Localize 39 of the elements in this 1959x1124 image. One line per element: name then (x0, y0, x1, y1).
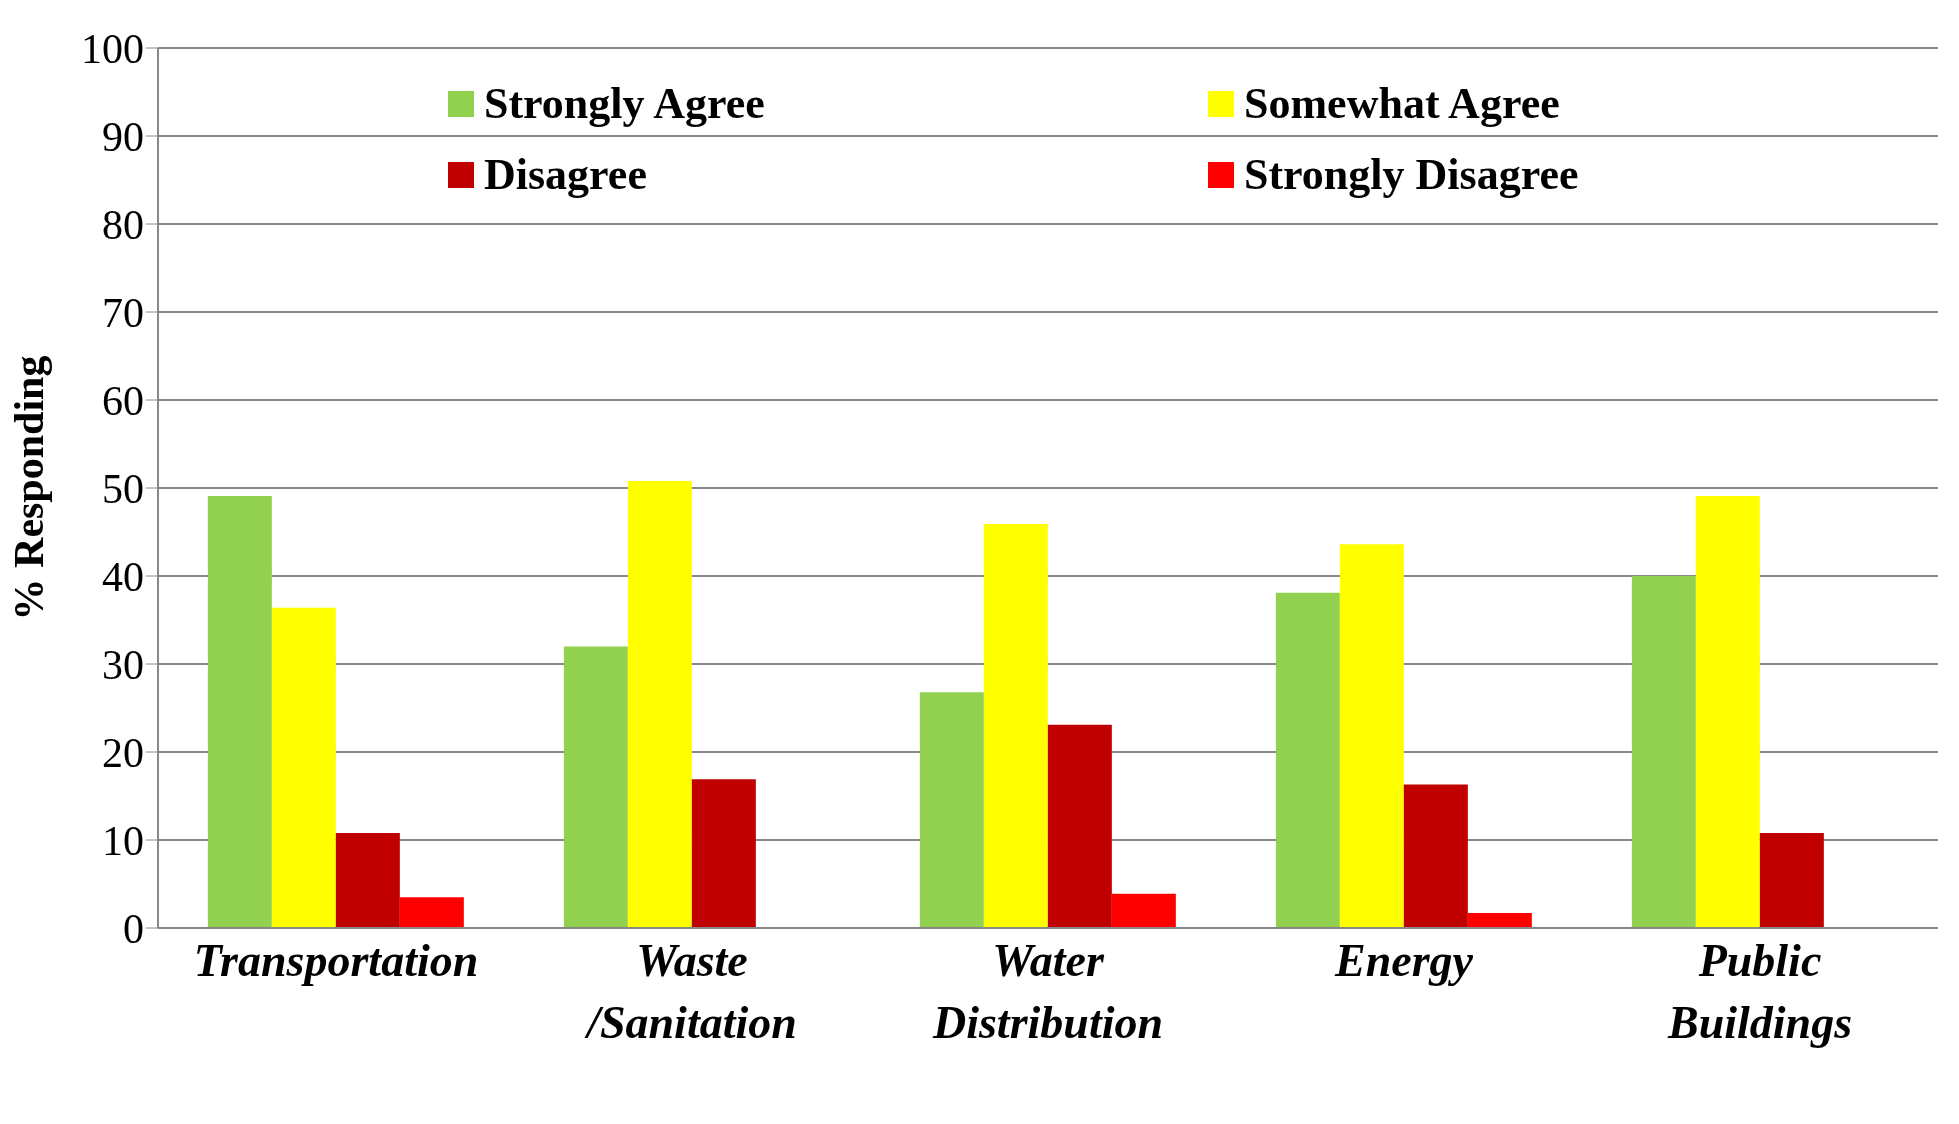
y-tick-label: 90 (102, 113, 144, 160)
x-tick-label: Public Buildings (1666, 935, 1853, 1048)
y-tick-label: 70 (102, 289, 144, 336)
bar (1275, 592, 1340, 928)
bar (271, 607, 336, 928)
y-tick-label: 0 (123, 905, 144, 952)
bar (983, 524, 1048, 928)
x-tick-label: Waste /Sanitation (584, 935, 797, 1048)
bar (1759, 832, 1824, 928)
y-tick-label: 60 (102, 377, 144, 424)
y-tick-label: 20 (102, 729, 144, 776)
bar (1631, 576, 1696, 928)
y-tick-label: 10 (102, 817, 144, 864)
bar (1047, 724, 1112, 928)
legend-label: Strongly Agree (484, 78, 765, 129)
x-tick-label: Energy (1334, 935, 1474, 986)
legend-label: Somewhat Agree (1244, 78, 1560, 129)
x-tick-label: Transportation (193, 935, 479, 986)
bar (207, 495, 272, 928)
bar (563, 646, 628, 928)
y-tick-label: 40 (102, 553, 144, 600)
y-tick-label: 80 (102, 201, 144, 248)
bar (1695, 495, 1760, 928)
bar (1403, 784, 1468, 928)
bar (627, 480, 692, 928)
bar (919, 692, 984, 928)
y-tick-label: 100 (81, 25, 144, 72)
legend-label: Strongly Disagree (1244, 149, 1579, 200)
x-tick-label: Water Distribution (931, 935, 1164, 1048)
bar (335, 832, 400, 928)
y-tick-label: 50 (102, 465, 144, 512)
bar (1111, 893, 1176, 928)
y-axis-title: % Responding (5, 355, 52, 621)
y-tick-label: 30 (102, 641, 144, 688)
legend-label: Disagree (484, 149, 647, 200)
bar (1339, 544, 1404, 928)
bar (399, 897, 464, 928)
bar (691, 779, 756, 928)
bar (1467, 913, 1532, 928)
